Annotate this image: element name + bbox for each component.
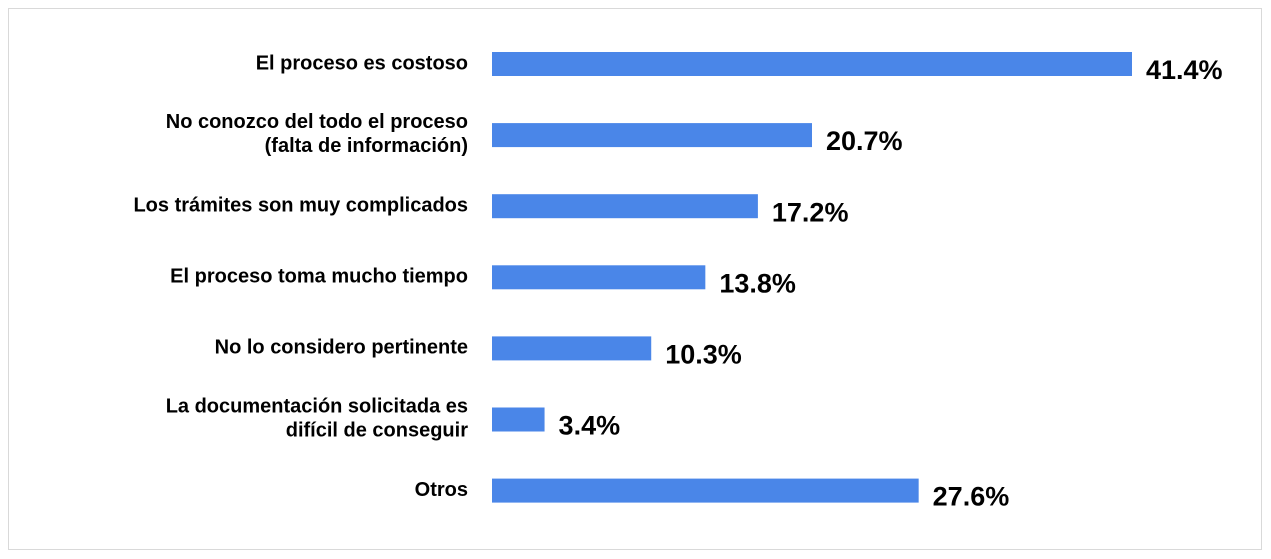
bar <box>492 52 1132 76</box>
value-label: 10.3% <box>665 340 742 370</box>
category-label: No lo considero pertinente <box>215 337 468 359</box>
category-label: Los trámites son muy complicados <box>133 194 468 216</box>
bar <box>492 336 652 361</box>
category-label: El proceso toma mucho tiempo <box>170 266 468 288</box>
category-label: La documentación solicitada es difícil de… <box>166 396 469 442</box>
value-label: 3.4% <box>559 411 621 441</box>
bar <box>492 194 758 219</box>
category-label: El proceso es costoso <box>256 52 468 74</box>
value-label: 41.4% <box>1146 55 1223 85</box>
bar <box>492 123 812 148</box>
bar <box>492 407 545 432</box>
category-label: No conozco del todo el proceso (falta de … <box>166 111 468 157</box>
bar <box>492 265 706 290</box>
value-label: 20.7% <box>826 126 903 156</box>
value-label: 17.2% <box>772 197 849 227</box>
value-label: 13.8% <box>719 268 796 298</box>
bar <box>492 478 919 503</box>
category-label: Otros <box>415 479 468 501</box>
value-label: 27.6% <box>933 482 1010 512</box>
